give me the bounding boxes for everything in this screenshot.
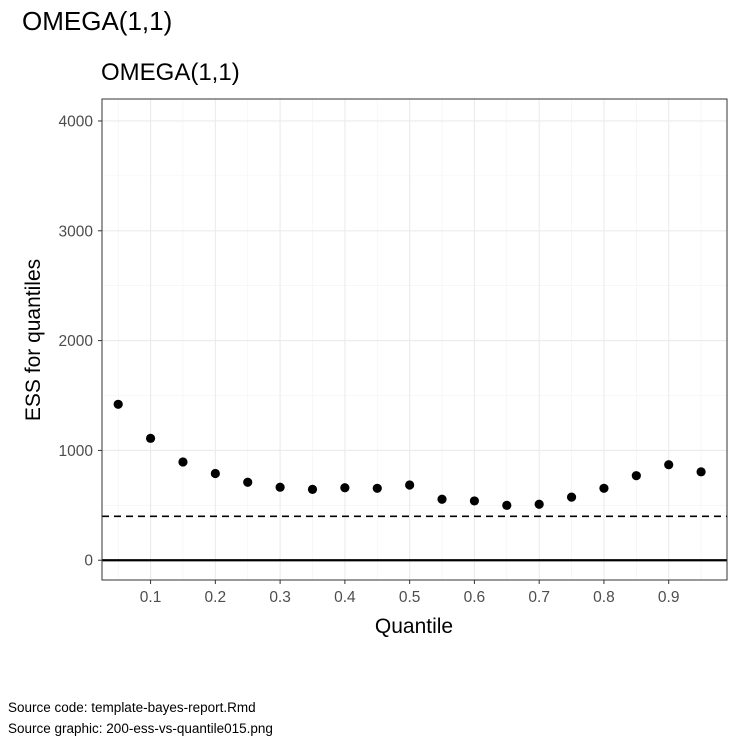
y-tick-label: 3000 xyxy=(59,223,94,240)
y-tick-label: 0 xyxy=(84,553,93,570)
data-point xyxy=(534,499,544,509)
data-points xyxy=(113,399,706,510)
x-tick-label: 0.6 xyxy=(464,589,486,606)
x-tick-label: 0.9 xyxy=(658,589,680,606)
x-axis-label: Quantile xyxy=(375,615,453,638)
data-point xyxy=(372,483,382,493)
data-point xyxy=(599,483,609,493)
y-axis-ticks: 0 1000 2000 3000 4000 xyxy=(59,113,102,570)
x-tick-label: 0.4 xyxy=(334,589,356,606)
chart-title: OMEGA(1,1) xyxy=(101,59,240,86)
y-tick-label: 1000 xyxy=(59,443,94,460)
caption-source-graphic: Source graphic: 200-ess-vs-quantile015.p… xyxy=(8,721,273,736)
data-point xyxy=(631,471,641,481)
data-point xyxy=(696,467,706,477)
x-tick-label: 0.7 xyxy=(528,589,550,606)
data-point xyxy=(307,484,318,495)
data-point xyxy=(113,399,123,409)
data-point xyxy=(664,460,674,470)
data-point xyxy=(502,500,512,510)
data-point xyxy=(210,468,220,479)
caption-source-code: Source code: template-bayes-report.Rmd xyxy=(8,700,256,715)
data-point xyxy=(437,494,447,504)
data-point xyxy=(243,477,253,487)
reference-lines xyxy=(102,515,727,562)
y-tick-label: 2000 xyxy=(59,333,94,350)
grid-layer xyxy=(102,99,727,580)
data-point xyxy=(178,457,188,467)
y-tick-label: 4000 xyxy=(59,113,94,130)
x-tick-label: 0.8 xyxy=(593,589,615,606)
x-tick-label: 0.2 xyxy=(205,589,227,606)
x-tick-label: 0.1 xyxy=(140,589,162,606)
page-title: OMEGA(1,1) xyxy=(22,6,173,36)
data-point xyxy=(405,480,415,490)
data-point xyxy=(340,483,350,493)
data-point xyxy=(275,482,285,492)
x-tick-label: 0.5 xyxy=(399,589,421,606)
data-point xyxy=(566,492,577,502)
y-axis-label: ESS for quantiles xyxy=(22,259,45,421)
x-tick-label: 0.3 xyxy=(269,589,291,606)
x-axis-ticks: 0.1 0.2 0.3 0.4 0.5 0.6 0.7 0.8 0.9 xyxy=(140,580,680,606)
plot-frame xyxy=(101,98,728,581)
data-point xyxy=(469,496,480,506)
data-point xyxy=(145,433,156,443)
